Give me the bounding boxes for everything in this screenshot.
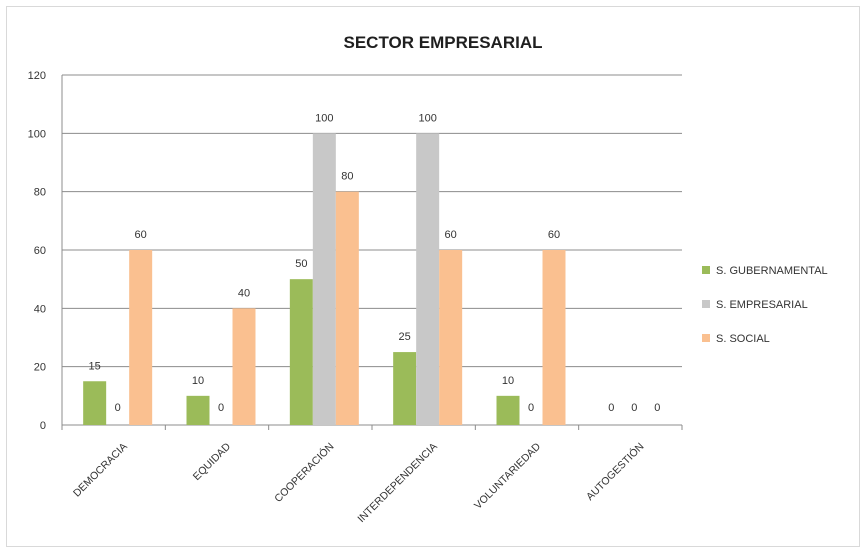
bar [232, 308, 256, 425]
data-label: 100 [315, 112, 333, 124]
x-category-label: AUTOGESTIÓN [583, 440, 646, 503]
data-label: 0 [608, 402, 614, 414]
data-label: 60 [445, 229, 457, 241]
bar [393, 352, 417, 425]
x-category-label: EQUIDAD [191, 440, 234, 483]
data-label: 40 [238, 287, 250, 299]
legend-swatch [702, 334, 710, 342]
data-label: 100 [418, 112, 436, 124]
data-label: 0 [654, 402, 660, 414]
data-label: 25 [399, 331, 411, 343]
x-category-label: VOLUNTARIEDAD [472, 440, 543, 511]
data-label: 10 [502, 375, 514, 387]
data-label: 0 [218, 402, 224, 414]
legend-label: S. GUBERNAMENTAL [716, 265, 828, 277]
data-label: 50 [295, 258, 307, 270]
x-category-label: COOPERACIÓN [272, 440, 337, 505]
data-label: 0 [115, 402, 121, 414]
bar [416, 133, 440, 426]
y-axis: 0 20 40 60 80 100 120 [28, 70, 63, 432]
chart-title: SECTOR EMPRESARIAL [344, 33, 543, 52]
legend-swatch [702, 266, 710, 274]
legend-label: S. EMPRESARIAL [716, 299, 808, 311]
x-category-label: INTERDEPENDENCIA [355, 441, 439, 525]
data-label: 10 [192, 375, 204, 387]
bar [289, 279, 313, 425]
data-label: 0 [631, 402, 637, 414]
bar [83, 381, 107, 425]
data-label: 80 [341, 171, 353, 183]
y-tick-label: 40 [34, 303, 46, 315]
bar [186, 395, 210, 425]
data-label: 15 [89, 360, 101, 372]
y-tick-label: 20 [34, 362, 46, 374]
y-tick-label: 120 [28, 70, 46, 82]
bar [129, 250, 153, 425]
x-axis: DEMOCRACIA EQUIDAD COOPERACIÓN INTERDEPENDE… [61, 425, 683, 525]
bar [542, 250, 566, 425]
y-tick-label: 60 [34, 245, 46, 257]
x-category-label: DEMOCRACIA [71, 441, 130, 500]
y-tick-label: 100 [28, 128, 46, 140]
data-label: 0 [528, 402, 534, 414]
legend: S. GUBERNAMENTAL S. EMPRESARIAL S. SOCIAL [702, 265, 828, 345]
bar [335, 191, 359, 425]
bar [312, 133, 336, 426]
bar [439, 250, 463, 425]
data-label: 60 [548, 229, 560, 241]
data-label: 60 [135, 229, 147, 241]
grid-lines [62, 74, 682, 426]
y-tick-label: 0 [40, 420, 46, 432]
y-tick-label: 80 [34, 187, 46, 199]
legend-swatch [702, 300, 710, 308]
bar [496, 395, 520, 425]
legend-label: S. SOCIAL [716, 333, 770, 345]
